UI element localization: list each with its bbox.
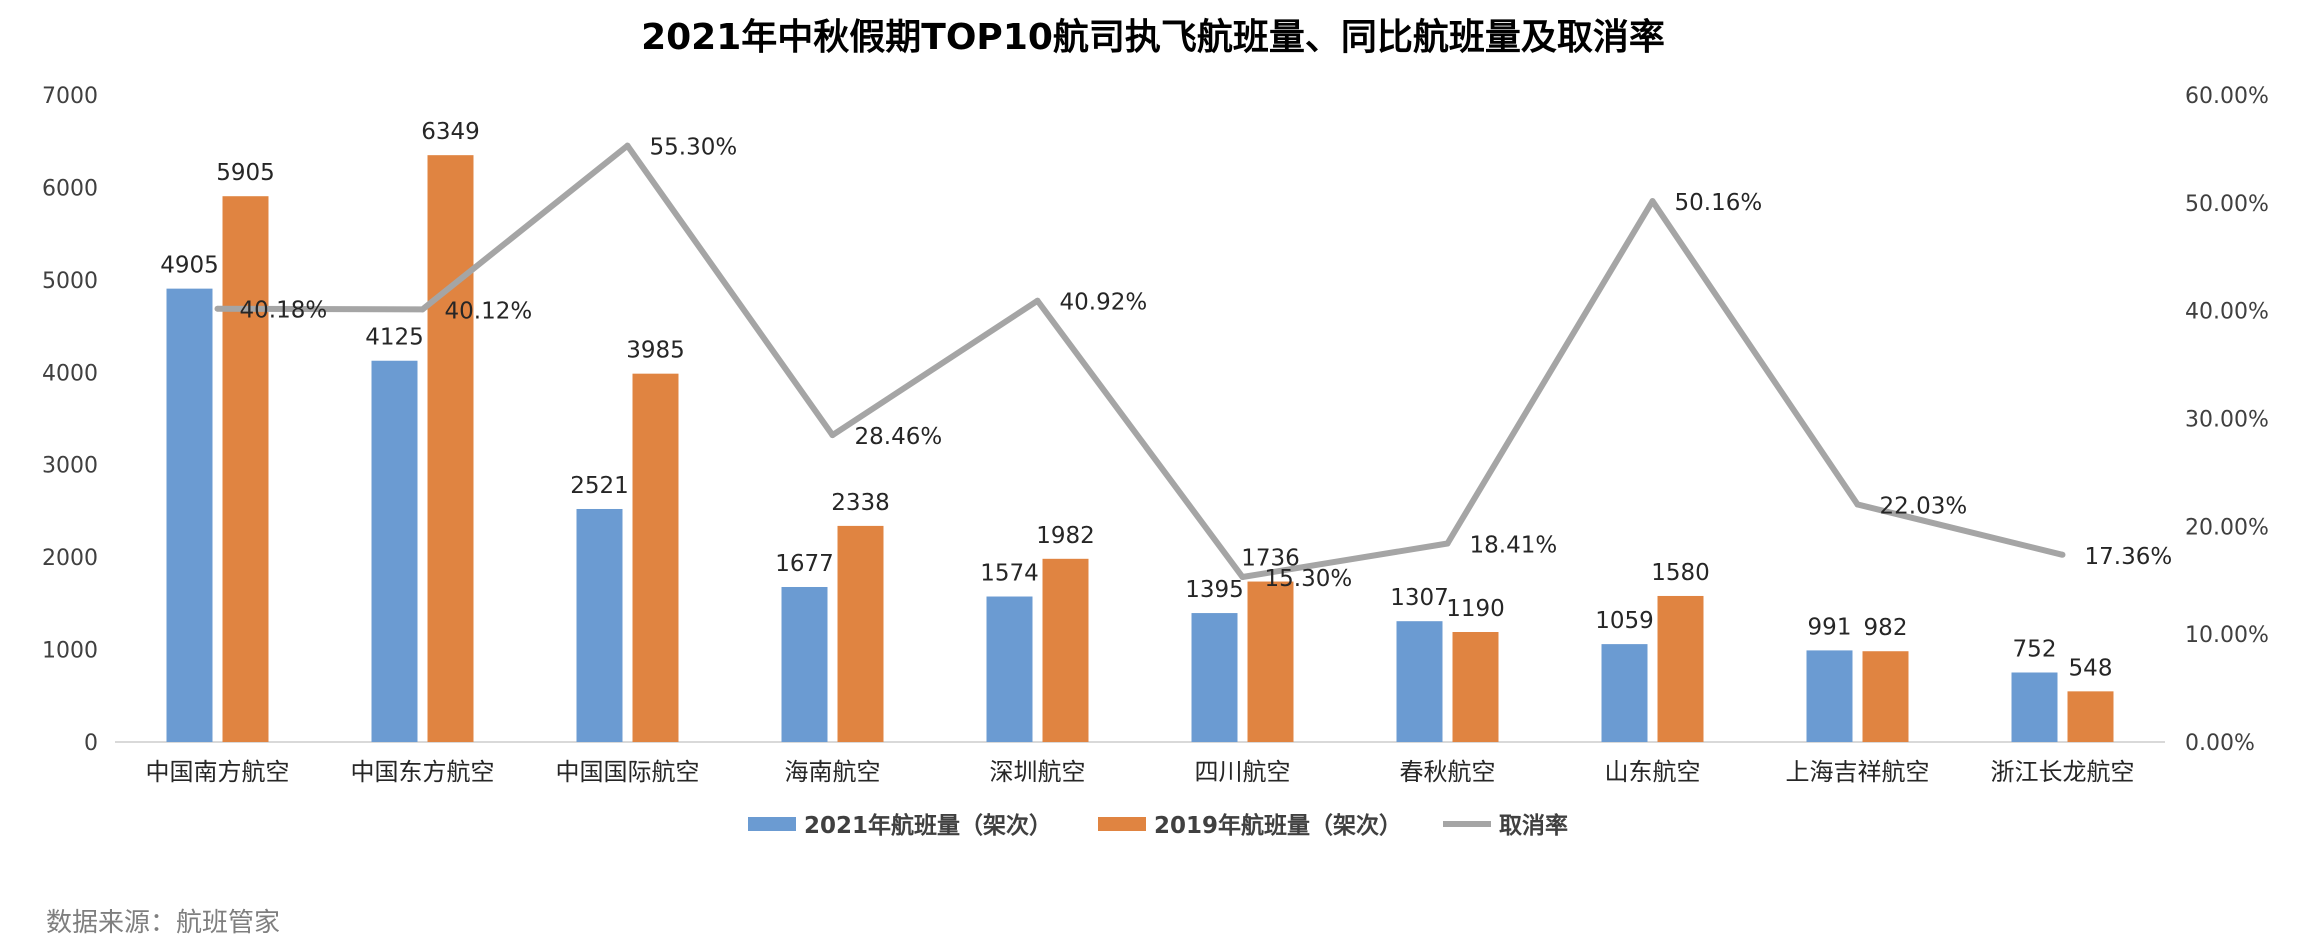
chart-title: 2021年中秋假期TOP10航司执飞航班量、同比航班量及取消率: [641, 17, 1665, 58]
left-tick-label: 0: [84, 731, 98, 756]
bar-data-label: 982: [1864, 615, 1908, 641]
line-data-label: 40.18%: [240, 298, 328, 324]
bar: [1191, 613, 1238, 742]
legend-label: 2019年航班量（架次）: [1154, 812, 1402, 839]
category-label: 深圳航空: [990, 758, 1086, 786]
left-tick-label: 1000: [42, 639, 98, 664]
bar: [986, 596, 1033, 742]
bar: [1042, 558, 1089, 742]
bar-data-label: 1580: [1651, 560, 1710, 586]
category-label: 中国南方航空: [146, 758, 290, 786]
bar-data-label: 548: [2069, 655, 2113, 681]
bar-data-label: 2338: [831, 490, 890, 516]
category-label: 四川航空: [1195, 758, 1291, 786]
bar-data-label: 1190: [1446, 596, 1505, 622]
line-data-label: 18.41%: [1470, 532, 1558, 558]
left-tick-label: 5000: [42, 269, 98, 294]
line-point: [419, 306, 426, 313]
bar: [1806, 650, 1853, 742]
bar: [837, 525, 884, 742]
category-label: 中国东方航空: [351, 758, 495, 786]
legend-swatch: [1098, 817, 1146, 831]
bar: [1862, 651, 1909, 742]
bar: [166, 288, 213, 742]
category-label: 浙江长龙航空: [1991, 758, 2135, 786]
category-label: 上海吉祥航空: [1786, 758, 1930, 786]
left-tick-label: 3000: [42, 454, 98, 479]
line-point: [1239, 574, 1246, 581]
legend-label: 2021年航班量（架次）: [804, 812, 1052, 839]
line-point: [214, 305, 221, 312]
bar: [2067, 691, 2114, 742]
cancel-rate-line: [217, 142, 2064, 581]
bar-data-label: 1677: [775, 551, 834, 577]
line-point: [2059, 551, 2066, 558]
line-data-label: 50.16%: [1675, 190, 1763, 216]
bar: [576, 508, 623, 742]
bar-data-label: 1982: [1036, 523, 1095, 549]
legend-swatch: [748, 817, 796, 831]
bar-data-label: 1307: [1390, 585, 1449, 611]
legend: 2021年航班量（架次） 2019年航班量（架次） 取消率: [748, 812, 1568, 839]
line-point: [1649, 198, 1656, 205]
line-point: [1444, 540, 1451, 547]
bar: [1396, 621, 1443, 742]
bar: [1601, 644, 1648, 742]
category-label: 中国国际航空: [556, 758, 700, 786]
category-label: 海南航空: [785, 758, 881, 786]
left-tick-label: 2000: [42, 546, 98, 571]
line-data-label: 55.30%: [650, 135, 738, 161]
left-tick-label: 4000: [42, 361, 98, 386]
bar-data-label: 1395: [1185, 577, 1244, 603]
bar: [1247, 581, 1294, 742]
line-data-label: 15.30%: [1265, 566, 1353, 592]
bar: [371, 360, 418, 742]
bar-data-label: 752: [2013, 636, 2057, 662]
right-tick-label: 20.00%: [2185, 515, 2269, 540]
bar: [632, 373, 679, 742]
right-y-axis: 0.00% 10.00% 20.00% 30.00% 40.00% 50.00% 60.00…: [2185, 84, 2269, 756]
category-labels: 中国南方航空 中国东方航空 中国国际航空 海南航空 深圳航空 四川航空 春秋航空 山东航空 上海…: [146, 758, 2135, 786]
line-series: 40.18% 40.12% 55.30% 28.46% 40.92% 15.30% 18.4…: [214, 135, 2173, 592]
line-data-label: 28.46%: [855, 424, 943, 450]
legend-label: 取消率: [1499, 812, 1568, 839]
bar: [427, 155, 474, 742]
bar: [2011, 672, 2058, 742]
bar-data-label: 1059: [1595, 608, 1654, 634]
right-tick-label: 30.00%: [2185, 408, 2269, 433]
left-tick-label: 6000: [42, 176, 98, 201]
bar: [222, 196, 269, 742]
bar-data-label: 1574: [980, 561, 1039, 587]
right-tick-label: 0.00%: [2185, 731, 2255, 756]
line-data-label: 40.12%: [445, 298, 533, 324]
bar-data-label: 3985: [626, 338, 685, 364]
bar-series: 4905 4125 2521 1677 1574 1395 1307 1059 991 752 59…: [160, 119, 2114, 742]
bar-data-label: 991: [1808, 614, 1852, 640]
source-note: 数据来源：航班管家: [46, 908, 281, 938]
line-point: [1034, 297, 1041, 304]
line-point: [1854, 501, 1861, 508]
right-tick-label: 40.00%: [2185, 300, 2269, 325]
bar-data-label: 4125: [365, 325, 424, 351]
line-point: [624, 142, 631, 149]
line-point: [829, 432, 836, 439]
bar: [781, 586, 828, 742]
line-data-label: 40.92%: [1060, 290, 1148, 316]
category-label: 春秋航空: [1400, 758, 1496, 786]
line-data-label: 22.03%: [1880, 493, 1968, 519]
right-tick-label: 60.00%: [2185, 84, 2269, 109]
bar-data-label: 6349: [421, 119, 480, 145]
right-tick-label: 10.00%: [2185, 623, 2269, 648]
bar: [1657, 595, 1704, 742]
right-tick-label: 50.00%: [2185, 192, 2269, 217]
left-tick-label: 7000: [42, 84, 98, 109]
bar-data-label: 2521: [570, 473, 629, 499]
left-y-axis: 0 1000 2000 3000 4000 5000 6000 7000: [42, 84, 98, 756]
bar-data-label: 5905: [216, 160, 275, 186]
category-label: 山东航空: [1605, 758, 1701, 786]
bar: [1452, 632, 1499, 742]
bar-data-label: 4905: [160, 253, 219, 279]
line-data-label: 17.36%: [2085, 544, 2173, 570]
